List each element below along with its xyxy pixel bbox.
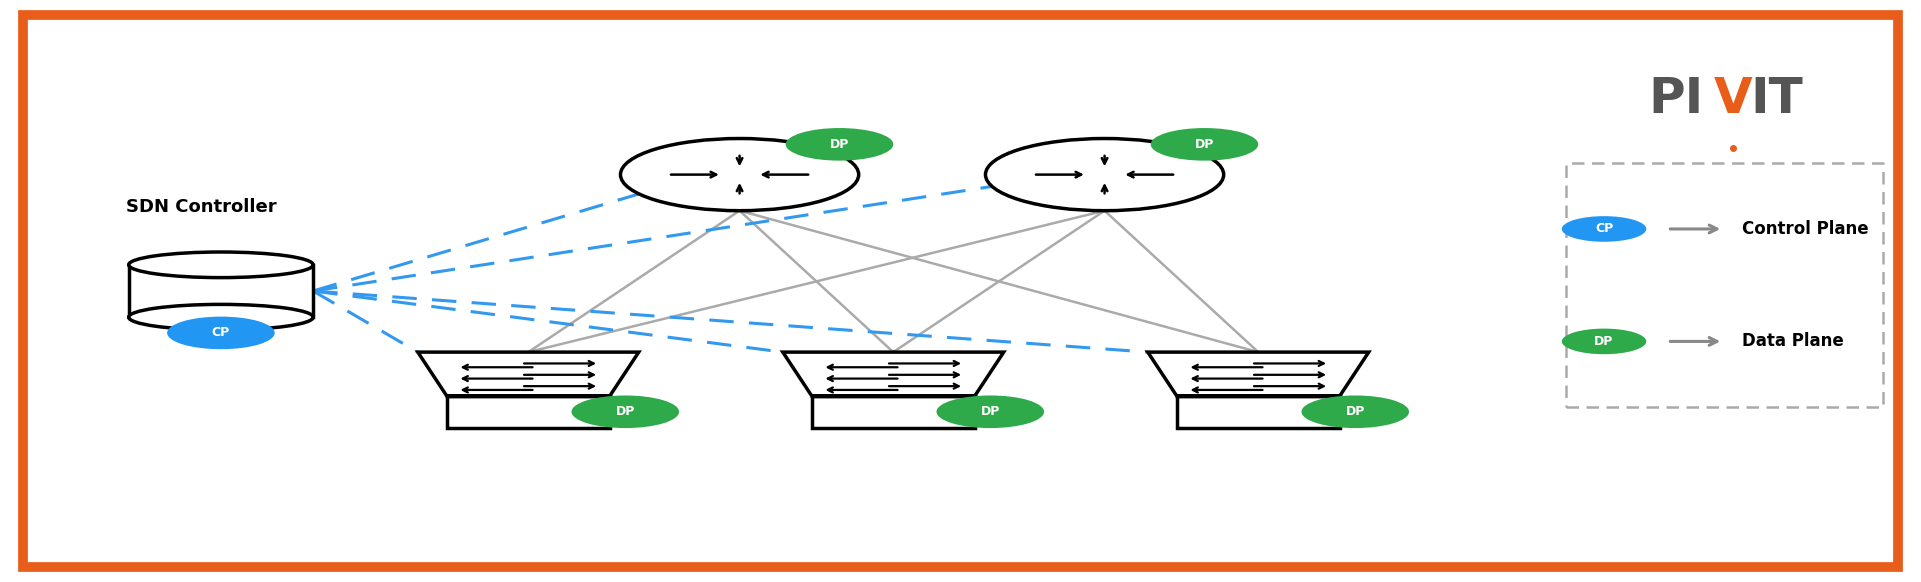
Ellipse shape — [129, 304, 313, 330]
Circle shape — [167, 317, 275, 349]
Text: Control Plane: Control Plane — [1742, 220, 1869, 238]
Text: PI: PI — [1648, 75, 1704, 123]
Polygon shape — [813, 396, 976, 428]
Circle shape — [1562, 329, 1646, 354]
Circle shape — [786, 128, 893, 161]
Polygon shape — [784, 352, 1005, 396]
Polygon shape — [1176, 396, 1341, 428]
Circle shape — [572, 396, 680, 428]
Polygon shape — [1149, 352, 1368, 396]
Text: Data Plane: Data Plane — [1742, 332, 1844, 350]
Circle shape — [620, 139, 859, 211]
Ellipse shape — [129, 252, 313, 278]
Text: DP: DP — [1594, 335, 1614, 348]
Circle shape — [985, 139, 1224, 211]
Text: CP: CP — [1594, 222, 1614, 236]
Text: DP: DP — [1345, 405, 1366, 418]
Circle shape — [1302, 396, 1408, 428]
Text: SDN Controller: SDN Controller — [127, 198, 277, 215]
Text: IT: IT — [1750, 75, 1802, 123]
Circle shape — [1151, 128, 1258, 161]
Text: DP: DP — [830, 138, 849, 151]
Text: CP: CP — [211, 327, 231, 339]
Circle shape — [937, 396, 1045, 428]
Text: DP: DP — [980, 405, 1001, 418]
Circle shape — [1562, 216, 1646, 242]
Text: DP: DP — [615, 405, 636, 418]
Text: DP: DP — [1195, 138, 1214, 151]
Polygon shape — [446, 396, 611, 428]
Polygon shape — [129, 265, 313, 317]
Text: V: V — [1714, 75, 1752, 123]
Polygon shape — [1566, 163, 1883, 407]
Polygon shape — [419, 352, 638, 396]
